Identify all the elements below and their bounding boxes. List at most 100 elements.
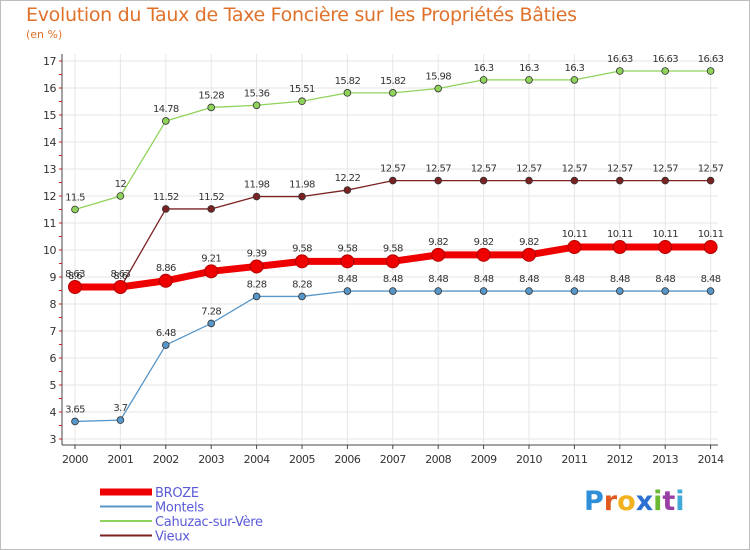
data-label-cahuzac-sur-v-re: 15.36	[244, 88, 270, 99]
y-tick-label: 15	[43, 109, 56, 122]
data-point-broze	[385, 254, 400, 269]
data-label-broze: 10.11	[562, 229, 588, 240]
legend-label-montels: Montels	[155, 501, 204, 516]
data-point-broze	[567, 240, 582, 255]
data-point-montels	[252, 292, 261, 301]
data-label-vieux: 12.57	[516, 164, 542, 175]
data-point-broze	[158, 273, 173, 288]
data-label-broze: 8.63	[110, 269, 130, 280]
data-point-cahuzac-sur-v-re	[388, 89, 397, 97]
x-tick-label: 2001	[107, 453, 133, 466]
y-tick-label: 10	[43, 244, 56, 257]
data-point-montels	[388, 287, 397, 295]
y-tick-label: 7	[50, 325, 57, 338]
data-label-montels: 3.7	[113, 403, 127, 414]
data-label-cahuzac-sur-v-re: 15.82	[335, 76, 361, 87]
data-label-montels: 8.48	[655, 274, 675, 285]
data-label-broze: 9.82	[519, 237, 539, 248]
data-point-cahuzac-sur-v-re	[252, 101, 261, 110]
data-point-vieux	[207, 205, 216, 213]
logo-letter: i	[675, 486, 685, 517]
data-point-vieux	[615, 176, 624, 185]
logo-letter: x	[635, 486, 654, 517]
x-tick-label: 2012	[607, 453, 633, 466]
data-label-montels: 6.48	[156, 328, 176, 339]
data-label-cahuzac-sur-v-re: 15.98	[425, 72, 451, 83]
data-point-montels	[570, 287, 579, 295]
data-point-vieux	[252, 192, 261, 201]
data-label-cahuzac-sur-v-re: 11.5	[65, 193, 85, 204]
data-point-broze	[612, 240, 627, 255]
data-point-broze	[476, 247, 491, 262]
x-tick-label: 2011	[561, 453, 587, 466]
chart-unit-label: (en %)	[26, 28, 63, 41]
y-tick-label: 16	[43, 82, 56, 95]
data-label-montels: 8.48	[474, 274, 494, 285]
data-point-cahuzac-sur-v-re	[706, 67, 715, 75]
data-label-cahuzac-sur-v-re: 12	[115, 179, 127, 190]
data-label-cahuzac-sur-v-re: 16.63	[698, 54, 724, 65]
data-point-broze	[204, 264, 219, 279]
data-point-cahuzac-sur-v-re	[71, 205, 79, 214]
data-point-broze	[522, 247, 536, 262]
data-label-vieux: 11.52	[198, 192, 224, 203]
data-label-vieux: 12.57	[562, 164, 588, 175]
data-label-broze: 9.39	[247, 248, 267, 259]
data-point-vieux	[661, 176, 669, 185]
data-point-montels	[706, 287, 715, 295]
data-label-cahuzac-sur-v-re: 16.3	[474, 63, 494, 74]
data-label-montels: 8.48	[428, 274, 448, 285]
x-tick-label: 2002	[153, 453, 179, 466]
proxiti-logo: Proxiti	[584, 486, 685, 517]
data-point-montels	[661, 287, 669, 295]
x-tick-label: 2013	[652, 453, 678, 466]
y-tick-label: 14	[43, 136, 56, 149]
legend-label-broze: BROZE	[155, 486, 199, 501]
data-point-vieux	[343, 186, 352, 194]
data-label-vieux: 8.6	[68, 271, 82, 282]
data-label-broze: 8.86	[156, 263, 176, 274]
x-tick-label: 2005	[289, 453, 315, 466]
data-label-cahuzac-sur-v-re: 14.78	[153, 104, 179, 115]
data-label-cahuzac-sur-v-re: 16.63	[607, 54, 633, 65]
data-point-cahuzac-sur-v-re	[343, 89, 352, 97]
data-label-cahuzac-sur-v-re: 16.3	[519, 63, 539, 74]
data-point-vieux	[162, 205, 170, 213]
data-label-vieux: 11.98	[244, 180, 270, 191]
data-point-vieux	[298, 192, 306, 201]
data-label-vieux: 12.57	[380, 164, 406, 175]
y-tick-label: 5	[50, 379, 57, 392]
data-point-vieux	[570, 176, 579, 185]
x-tick-label: 2014	[698, 453, 724, 466]
data-point-cahuzac-sur-v-re	[116, 192, 125, 200]
data-point-vieux	[388, 176, 397, 185]
data-point-cahuzac-sur-v-re	[479, 76, 488, 84]
data-label-broze: 9.58	[383, 243, 403, 254]
x-tick-label: 2009	[471, 453, 497, 466]
data-label-broze: 9.58	[337, 243, 357, 254]
y-tick-label: 6	[50, 352, 57, 365]
data-point-vieux	[525, 176, 533, 185]
logo-letter: o	[617, 486, 636, 517]
data-point-broze	[113, 279, 128, 294]
y-tick-label: 4	[50, 406, 57, 419]
data-label-vieux: 12.57	[698, 164, 724, 175]
data-point-cahuzac-sur-v-re	[525, 76, 533, 84]
logo-letter: t	[662, 486, 676, 517]
data-label-broze: 10.11	[607, 229, 633, 240]
legend-label-cahuzac-sur-v-re: Cahuzac-sur-Vère	[155, 515, 263, 530]
data-label-broze: 9.21	[201, 253, 221, 264]
data-label-vieux: 8.6	[113, 271, 127, 282]
data-label-montels: 8.28	[247, 279, 267, 290]
data-label-montels: 7.28	[201, 306, 221, 317]
data-label-vieux: 11.98	[289, 180, 315, 191]
y-tick-label: 3	[50, 433, 57, 446]
data-point-vieux	[706, 176, 715, 185]
data-label-broze: 9.82	[474, 237, 494, 248]
data-point-broze	[68, 279, 82, 294]
data-label-vieux: 12.22	[335, 173, 361, 184]
x-tick-label: 2010	[516, 453, 542, 466]
x-tick-label: 2004	[244, 453, 270, 466]
data-point-montels	[116, 416, 125, 424]
